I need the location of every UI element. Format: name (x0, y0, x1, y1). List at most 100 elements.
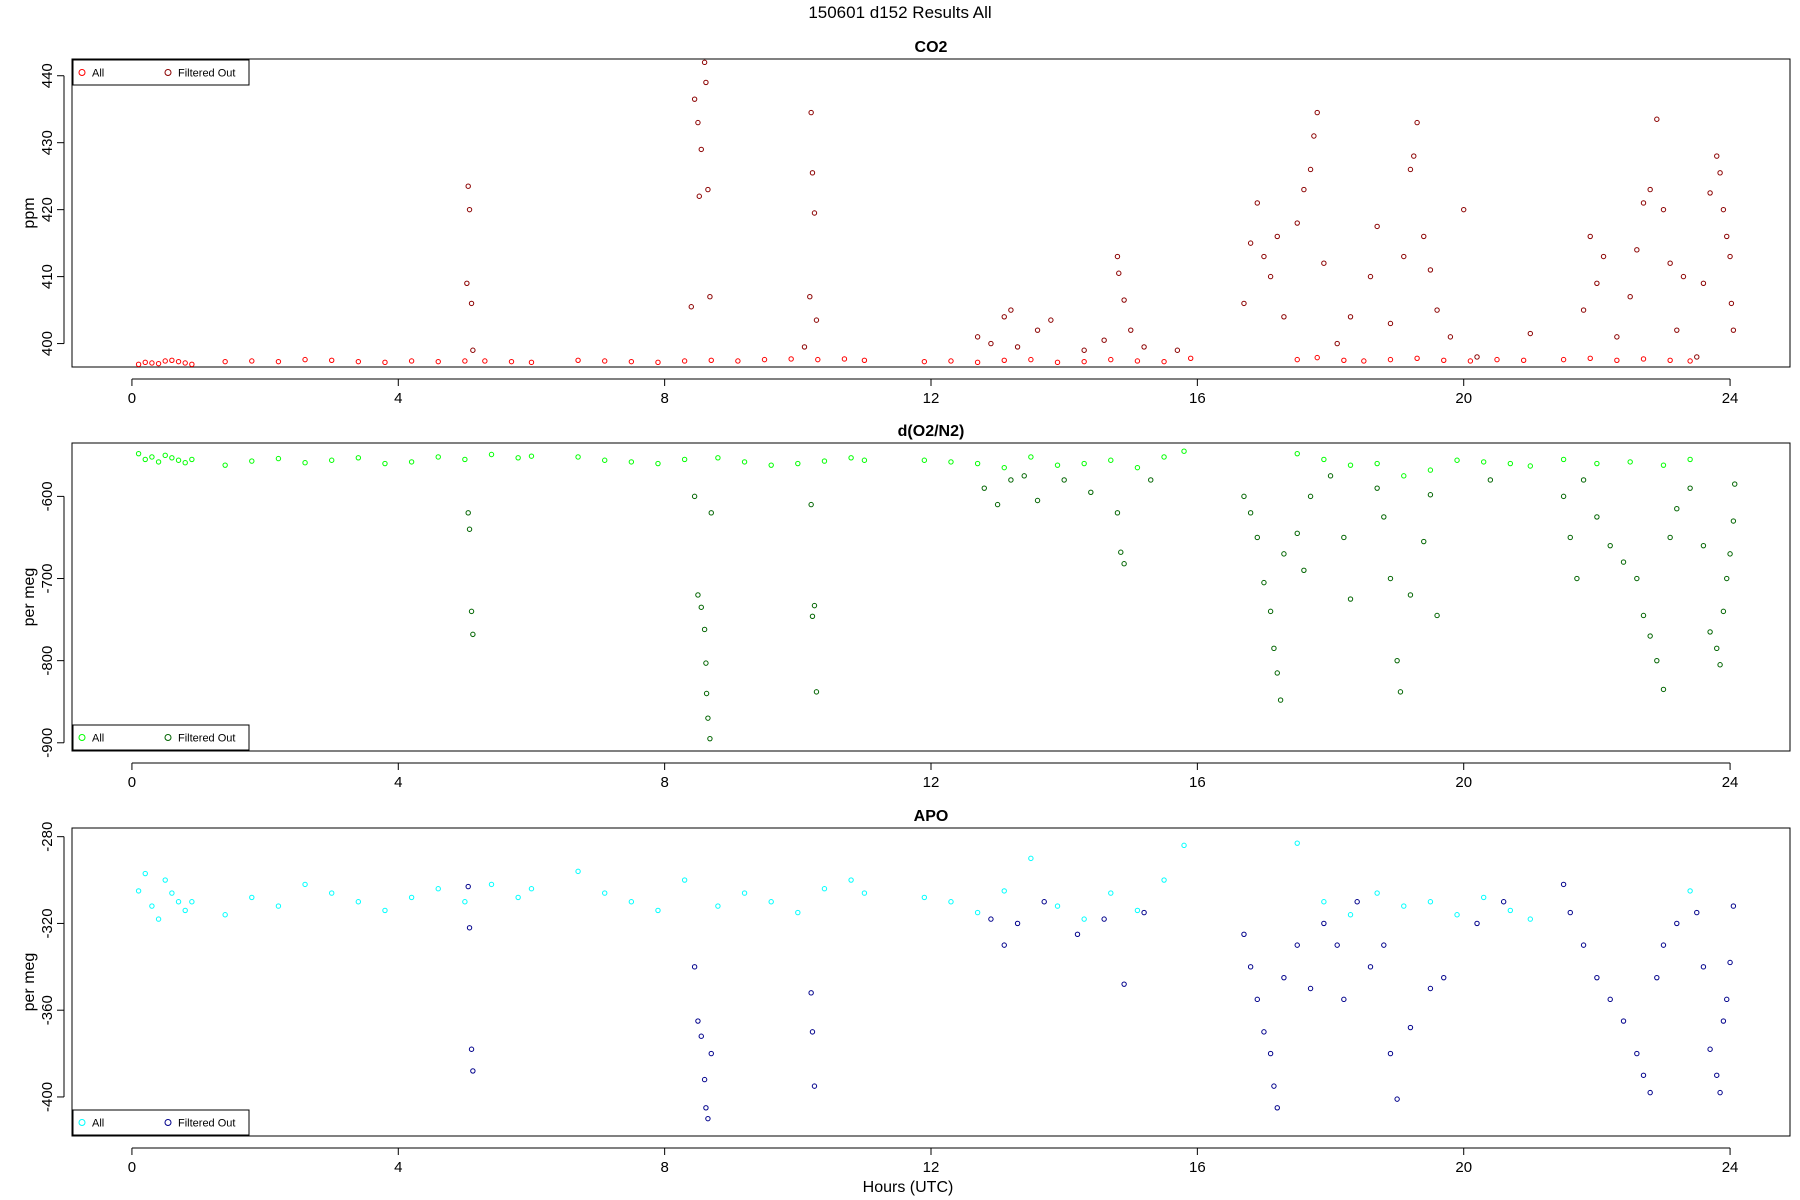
data-point (1694, 354, 1700, 360)
data-point (1732, 481, 1738, 487)
data-point (1294, 356, 1300, 363)
data-point (1367, 273, 1374, 280)
data-point (1647, 186, 1653, 193)
data-point (715, 455, 721, 461)
legend-box (72, 59, 250, 86)
data-point (142, 359, 148, 366)
data-point (1281, 314, 1287, 320)
data-point (861, 357, 868, 364)
y-axis-label: per meg (21, 568, 38, 627)
data-point (703, 1105, 709, 1111)
legend-label: Filtered Out (178, 733, 235, 745)
data-point (811, 1083, 818, 1089)
legend-box (72, 724, 250, 751)
data-point (1461, 206, 1467, 213)
series-all (135, 840, 1693, 922)
data-point (1307, 493, 1314, 500)
data-point (703, 690, 710, 697)
data-point (628, 358, 635, 365)
data-point (1654, 974, 1660, 981)
data-point (1161, 454, 1167, 460)
data-point (1181, 448, 1187, 454)
data-point (1274, 1105, 1280, 1111)
data-point (1134, 464, 1141, 471)
data-point (1640, 1072, 1647, 1078)
x-tick-label: 24 (1722, 1159, 1739, 1176)
data-point (1267, 1050, 1274, 1057)
data-point (1387, 1050, 1394, 1057)
y-tick-label: 410 (39, 264, 56, 289)
data-point (1301, 186, 1307, 193)
data-point (275, 903, 282, 909)
data-point (1327, 473, 1334, 479)
data-point (1374, 485, 1380, 491)
data-point (1334, 942, 1340, 948)
data-point (811, 602, 818, 609)
data-point (1607, 996, 1613, 1003)
data-point (465, 183, 471, 189)
data-point (175, 899, 182, 905)
data-point (1560, 456, 1567, 463)
data-point (1261, 1029, 1267, 1035)
data-point (1717, 1089, 1723, 1096)
data-point (1487, 477, 1494, 483)
data-point (382, 359, 388, 366)
data-point (1414, 119, 1420, 126)
data-point (1714, 645, 1720, 652)
data-point (355, 358, 362, 365)
data-point (681, 456, 688, 463)
data-point (328, 890, 335, 896)
legend-label: Filtered Out (178, 1118, 235, 1130)
data-point (135, 361, 142, 367)
y-tick-label: -320 (39, 908, 56, 938)
data-point (948, 358, 954, 364)
data-point (482, 358, 488, 364)
data-point (813, 689, 820, 695)
data-point (1387, 575, 1394, 582)
data-point (135, 450, 142, 457)
data-point (1267, 608, 1274, 615)
data-point (1141, 909, 1147, 916)
data-point (628, 459, 635, 465)
data-point (1427, 899, 1434, 905)
data-point (1034, 497, 1041, 504)
x-tick-label: 4 (394, 1159, 402, 1176)
data-point (1381, 942, 1387, 948)
data-point (275, 358, 282, 365)
data-point (1307, 985, 1314, 992)
y-tick-label: 440 (39, 63, 56, 88)
data-point (1427, 467, 1434, 473)
chart-panel-3: APO 0 4 8 12 16 20 24 -280 -320 -360 -400 per meg All… (21, 808, 1791, 1176)
data-point (1434, 307, 1440, 313)
data-point (189, 456, 195, 463)
data-point (807, 293, 813, 300)
data-point (1730, 903, 1737, 909)
legend: All Filtered Out (72, 724, 250, 751)
data-point (1311, 133, 1317, 139)
data-point (808, 501, 814, 508)
data-point (761, 356, 768, 363)
data-point (715, 903, 721, 909)
x-tick-label: 12 (923, 774, 940, 791)
data-point (698, 604, 704, 610)
data-point (1081, 460, 1087, 467)
points-group (135, 840, 1737, 1122)
data-point (655, 460, 661, 467)
x-tick-label: 0 (128, 774, 136, 791)
data-point (655, 907, 661, 914)
data-point (249, 894, 255, 901)
data-point (1354, 899, 1360, 905)
data-point (1281, 974, 1287, 981)
x-tick-label: 8 (660, 390, 668, 407)
data-point (1480, 459, 1487, 465)
data-point (1654, 116, 1660, 122)
data-point (1567, 534, 1573, 541)
y-tick-label: -280 (39, 822, 56, 852)
data-point (741, 459, 748, 465)
data-point (328, 357, 335, 364)
data-point (691, 96, 698, 102)
data-point (1527, 330, 1534, 337)
data-point (1307, 166, 1314, 173)
data-point (1014, 344, 1021, 350)
